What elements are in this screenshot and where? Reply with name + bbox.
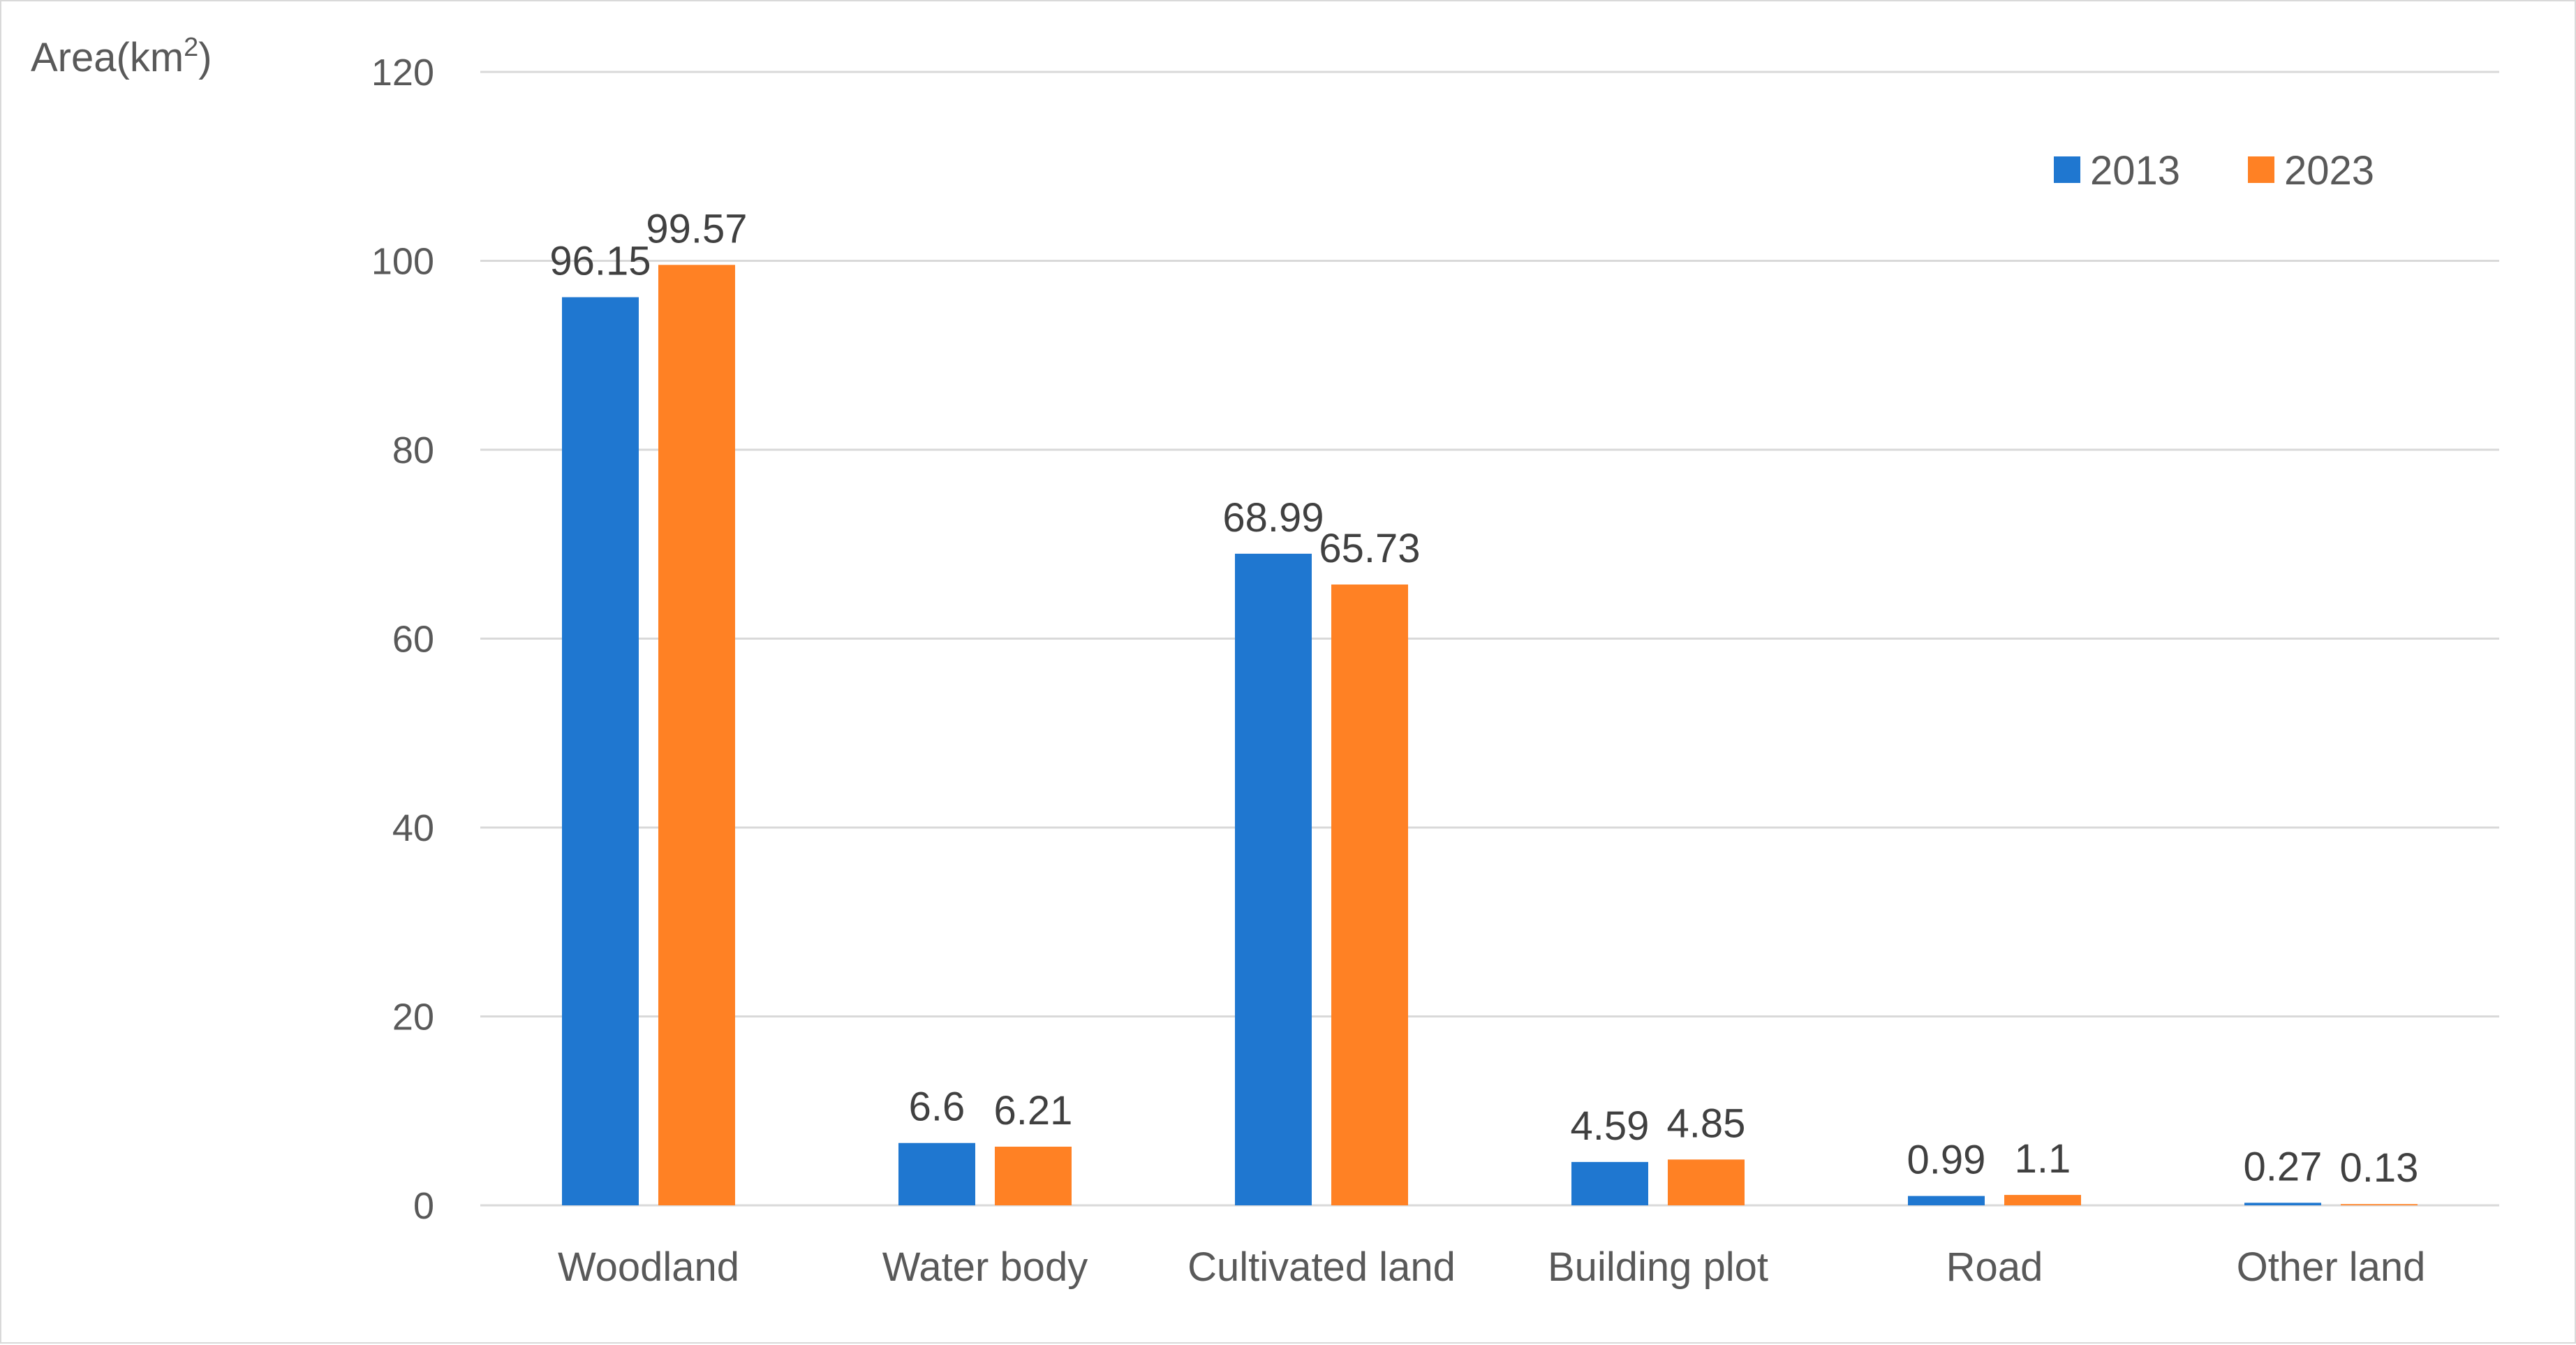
bar-2023 xyxy=(2004,1195,2081,1205)
bar-2013 xyxy=(2244,1203,2321,1205)
data-label: 0.27 xyxy=(2244,1144,2323,1189)
x-category-label: Building plot xyxy=(1548,1244,1768,1290)
x-axis-categories: Woodland Water body Cultivated land Buildin… xyxy=(558,1244,2425,1290)
y-tick-label: 100 xyxy=(371,241,434,283)
bar-2013 xyxy=(898,1142,975,1205)
bar-2013 xyxy=(1908,1196,1985,1205)
y-axis-ticks: 0 20 40 60 80 100 120 xyxy=(371,52,434,1227)
data-label: 68.99 xyxy=(1222,495,1324,541)
y-axis-label: Area(km2) xyxy=(31,33,212,80)
bar-2023 xyxy=(2341,1204,2418,1205)
legend-label-2013: 2013 xyxy=(2090,148,2180,193)
bar-2013 xyxy=(1235,553,1312,1205)
bar-2013 xyxy=(1571,1161,1648,1205)
y-tick-label: 80 xyxy=(392,429,434,471)
bar-2023 xyxy=(1668,1159,1745,1205)
data-label: 4.59 xyxy=(1571,1103,1650,1149)
data-label: 4.85 xyxy=(1667,1101,1746,1146)
x-category-label: Cultivated land xyxy=(1187,1244,1456,1290)
data-label: 65.73 xyxy=(1319,526,1420,571)
y-tick-label: 20 xyxy=(392,997,434,1038)
data-label: 0.99 xyxy=(1907,1138,1986,1183)
legend-label-2023: 2023 xyxy=(2284,148,2374,193)
bars xyxy=(562,265,2418,1206)
legend: 2013 2023 xyxy=(2054,148,2374,193)
data-label: 0.13 xyxy=(2340,1145,2419,1191)
gridlines xyxy=(480,71,2499,1207)
bar-2013 xyxy=(562,297,639,1205)
y-tick-label: 120 xyxy=(371,52,434,94)
data-label: 1.1 xyxy=(2015,1136,2071,1182)
y-tick-label: 0 xyxy=(413,1185,434,1227)
x-category-label: Other land xyxy=(2237,1244,2426,1290)
y-tick-label: 40 xyxy=(392,807,434,849)
legend-swatch-2023 xyxy=(2248,156,2274,183)
y-tick-label: 60 xyxy=(392,619,434,661)
data-label: 6.21 xyxy=(994,1088,1073,1133)
bar-2023 xyxy=(995,1147,1072,1205)
data-label: 96.15 xyxy=(549,239,651,284)
x-category-label: Water body xyxy=(882,1244,1088,1290)
data-label: 99.57 xyxy=(646,206,747,251)
x-category-label: Woodland xyxy=(558,1244,739,1290)
bar-2023 xyxy=(658,265,735,1206)
x-category-label: Road xyxy=(1946,1244,2043,1290)
legend-swatch-2013 xyxy=(2054,156,2080,183)
bar-2023 xyxy=(1331,585,1408,1205)
data-label: 6.6 xyxy=(909,1085,965,1130)
